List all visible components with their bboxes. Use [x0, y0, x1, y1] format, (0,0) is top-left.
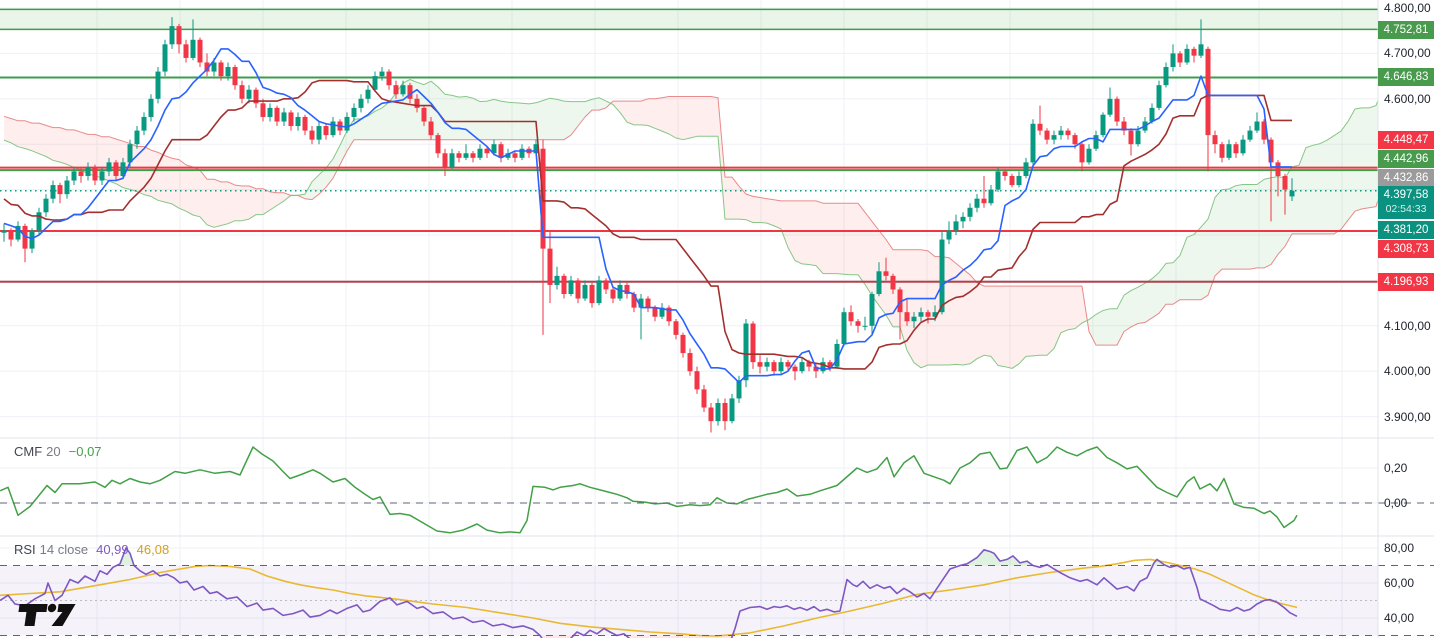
- axis-label: 60,00: [1384, 576, 1415, 590]
- axis-label: 4.000,00: [1384, 364, 1431, 379]
- gridlines: [0, 0, 1378, 638]
- dashed-levels: [0, 502, 1434, 636]
- axis-label: 4.800,00: [1384, 1, 1431, 15]
- axis-label: 0,00: [1384, 496, 1408, 510]
- cmf-param: 20: [46, 444, 61, 459]
- level-lines: [0, 8, 1378, 283]
- cmf-panel: [0, 446, 1298, 534]
- rsi-param: 14 close: [39, 542, 89, 557]
- price-level-badge: 4.752,81: [1378, 21, 1434, 39]
- cmf-value: −0,07: [68, 444, 102, 459]
- ichimoku-cloud: [3, 79, 1378, 369]
- price-level-badge: 4.432,86: [1378, 169, 1434, 187]
- rsi-legend[interactable]: RSI 14 close 40,99 46,08: [14, 542, 169, 557]
- current-price-badge: 4.397,58 02:54:33: [1378, 186, 1434, 219]
- bar-countdown: 02:54:33: [1385, 203, 1427, 215]
- cmf-title: CMF: [14, 444, 43, 459]
- current-price: 4.397,58: [1383, 189, 1429, 201]
- axis-label: 4.700,00: [1384, 46, 1431, 61]
- price-level-badge: 4.196,93: [1378, 273, 1434, 291]
- price-panel: [0, 8, 1378, 433]
- axis-label: 3.900,00: [1384, 409, 1431, 424]
- price-level-badge: 4.308,73: [1378, 240, 1434, 258]
- candles-layer: [1, 17, 1295, 433]
- price-level-badge: 4.442,96: [1378, 150, 1434, 168]
- axis-label: 0,20: [1384, 461, 1408, 475]
- tenkan-kijun: [3, 48, 1292, 384]
- price-level-badge: 4.448,47: [1378, 131, 1434, 149]
- price-level-badge: 4.646,83: [1378, 68, 1434, 86]
- axis-label: 80,00: [1384, 541, 1415, 555]
- rsi-ma-value: 46,08: [136, 542, 170, 557]
- rsi-value: 40,99: [96, 542, 129, 557]
- axis-label: 40,00: [1384, 611, 1415, 625]
- price-level-badge: 4.381,20: [1378, 221, 1434, 239]
- axis-label: 4.600,00: [1384, 91, 1431, 106]
- tradingview-logo-glyph: [18, 603, 76, 626]
- rsi-panel: [0, 547, 1378, 638]
- rsi-title: RSI: [14, 542, 36, 557]
- axis-label: 4.100,00: [1384, 318, 1431, 333]
- cmf-legend[interactable]: CMF 20 −0,07: [14, 444, 102, 459]
- tradingview-logo[interactable]: [14, 601, 80, 629]
